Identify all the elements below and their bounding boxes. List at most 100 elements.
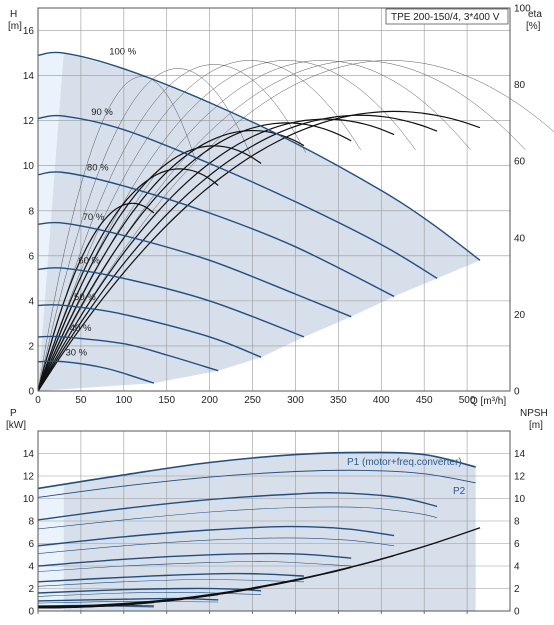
eta-tick-label: 0 <box>514 387 520 398</box>
eta-y-ticks: 0 20 40 60 80 100 <box>514 4 531 398</box>
efficiency-curve <box>37 110 481 392</box>
eta-tick-label: 40 <box>514 233 526 244</box>
speed-label: 40 % <box>70 323 92 334</box>
speed-label: 80 % <box>87 162 109 173</box>
q-axis-label: Q [m³/h] <box>470 396 506 407</box>
eta-p1-curve <box>37 64 307 392</box>
p2-speed-curve <box>37 592 262 597</box>
power-axis-unit: [kW] <box>6 420 26 431</box>
p1-speed-curve <box>37 491 438 521</box>
speed-label: 30 % <box>65 348 87 359</box>
npsh-tick-label: 2 <box>514 584 520 595</box>
q-tick-label: 0 <box>35 395 41 406</box>
npsh-tick-label: 8 <box>514 517 520 528</box>
p1-speed-curve <box>37 552 352 567</box>
head-curve <box>37 267 305 338</box>
head-tick-label: 10 <box>23 161 35 172</box>
power-tick-label: 2 <box>28 584 34 595</box>
power-operating-area <box>38 452 476 611</box>
eta-axis-label: eta <box>528 9 542 20</box>
head-operating-area <box>38 53 480 391</box>
p1-speed-curve <box>37 587 262 594</box>
eta-p1-curve <box>37 60 361 392</box>
p1-curve-label: P1 (motor+freq.converter) <box>347 457 462 468</box>
power-axis-label: P <box>10 408 17 419</box>
eta-tick-label: 80 <box>514 80 526 91</box>
power-x-ticks <box>37 611 468 614</box>
speed-label: 100 % <box>109 46 136 57</box>
eta-p1-curve <box>37 68 252 392</box>
p2-speed-curve <box>37 561 352 572</box>
head-chart: 0 2 4 6 8 10 12 14 16 0 20 40 60 80 100 0 50 100 150 200 2… <box>8 4 554 407</box>
q-tick-label: 450 <box>416 395 433 406</box>
p2-speed-curve <box>37 579 305 587</box>
efficiency-curve <box>37 202 155 392</box>
head-curve <box>37 304 262 358</box>
head-speed-curves <box>37 51 481 384</box>
npsh-y-ticks: 0 2 4 6 8 10 12 14 <box>514 449 526 618</box>
p1-speed-curve <box>37 525 395 547</box>
power-y-ticks: 0 2 4 6 8 10 12 14 <box>23 449 35 618</box>
npsh-tick-label: 14 <box>514 449 526 460</box>
speed-label: 60 % <box>78 256 100 267</box>
head-curve <box>37 51 481 261</box>
speed-labels: 100 % 90 % 80 % 70 % 60 % 50 % 40 % 30 % <box>65 46 136 358</box>
power-operating-area-light <box>38 483 64 611</box>
head-curve <box>37 171 395 298</box>
p2-speed-curve <box>37 601 219 604</box>
efficiency-curves <box>37 110 481 392</box>
q-tick-label: 50 <box>75 395 87 406</box>
power-tick-label: 8 <box>28 517 34 528</box>
p1-speed-curves <box>37 491 438 607</box>
efficiency-curve <box>37 129 305 392</box>
head-axis-unit: [m] <box>8 21 22 32</box>
q-tick-label: 150 <box>158 395 175 406</box>
head-plot-frame <box>37 7 511 392</box>
eta-axis-unit: [%] <box>526 21 541 32</box>
efficiency-curve <box>37 122 352 392</box>
power-tick-label: 0 <box>28 607 34 618</box>
p2-curve <box>37 469 476 498</box>
npsh-curve <box>38 602 154 609</box>
q-tick-label: 300 <box>287 395 304 406</box>
npsh-tick-label: 0 <box>514 607 520 618</box>
efficiency-curve <box>37 118 395 392</box>
power-tick-label: 12 <box>23 472 35 483</box>
power-tick-label: 10 <box>23 494 35 505</box>
q-tick-label: 400 <box>373 395 390 406</box>
speed-label: 70 % <box>83 212 105 223</box>
head-curve <box>37 114 438 279</box>
model-title-box <box>385 8 509 25</box>
q-tick-label: 200 <box>201 395 218 406</box>
p2-speed-curve <box>37 506 438 530</box>
eta-tick-label: 100 <box>514 4 531 15</box>
head-curve <box>37 221 352 318</box>
npsh-curves <box>37 527 481 609</box>
q-tick-label: 250 <box>244 395 261 406</box>
head-y-ticks: 0 2 4 6 8 10 12 14 16 <box>23 26 35 397</box>
npsh-axis-label: NPSH <box>520 408 548 419</box>
eta-p1-curve <box>37 76 197 392</box>
model-title: TPE 200-150/4, 3*400 V <box>391 12 500 23</box>
head-tick-label: 12 <box>23 116 35 127</box>
npsh-tick-label: 10 <box>514 494 526 505</box>
head-tick-label: 6 <box>28 251 34 262</box>
p1-speed-curve <box>37 597 219 602</box>
head-tick-label: 14 <box>23 71 35 82</box>
eta-tick-label: 60 <box>514 157 526 168</box>
speed-label: 90 % <box>91 107 113 118</box>
power-tick-label: 4 <box>28 562 34 573</box>
head-tick-label: 8 <box>28 206 34 217</box>
p1-speed-curve <box>37 572 305 583</box>
eta-p1-curve <box>37 60 416 392</box>
head-curve <box>37 360 155 384</box>
head-tick-label: 4 <box>28 296 34 307</box>
head-tick-label: 2 <box>28 341 34 352</box>
p2-curve-label: P2 <box>453 486 466 497</box>
power-tick-label: 6 <box>28 539 34 550</box>
q-x-ticks: 0 50 100 150 200 250 300 350 400 450 500 <box>35 395 476 406</box>
efficiency-curve <box>37 114 438 392</box>
speed-label: 50 % <box>74 292 96 303</box>
q-tick-label: 350 <box>330 395 347 406</box>
